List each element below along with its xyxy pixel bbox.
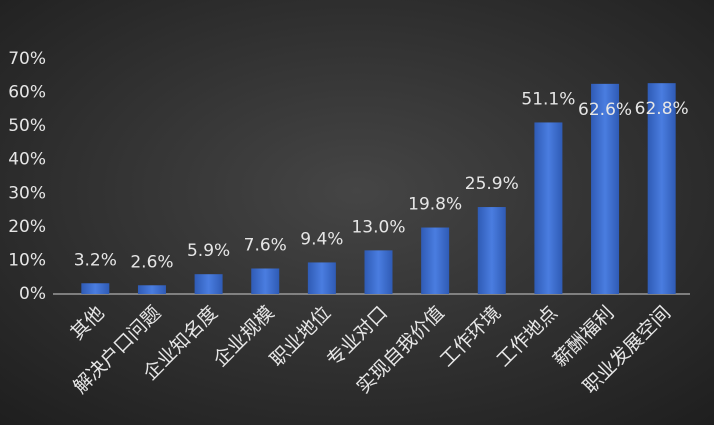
y-tick-label: 50%: [8, 116, 46, 136]
bar: [251, 268, 280, 294]
bar: [421, 227, 450, 294]
y-tick-label: 20%: [8, 217, 46, 237]
y-tick-label: 40%: [8, 150, 46, 170]
bar: [591, 83, 620, 294]
y-tick-label: 30%: [8, 183, 46, 203]
data-label: 5.9%: [187, 241, 230, 261]
y-tick-label: 10%: [8, 250, 46, 270]
data-label: 7.6%: [244, 235, 287, 255]
data-label: 9.4%: [300, 229, 343, 249]
y-tick-label: 0%: [19, 284, 46, 304]
y-tick-label: 60%: [8, 83, 46, 103]
data-label: 62.6%: [578, 100, 632, 120]
data-label: 25.9%: [465, 174, 519, 194]
bar: [307, 262, 336, 294]
y-tick-label: 70%: [8, 49, 46, 69]
bar: [81, 283, 110, 294]
data-label: 13.0%: [351, 217, 405, 237]
data-label: 2.6%: [130, 252, 173, 272]
data-label: 62.8%: [635, 99, 689, 119]
data-label: 3.2%: [74, 250, 117, 270]
bar: [137, 285, 166, 294]
bar: [647, 83, 676, 295]
bar: [194, 274, 223, 294]
bar: [477, 207, 506, 294]
bar: [364, 250, 393, 294]
data-label: 19.8%: [408, 195, 462, 215]
data-label: 51.1%: [521, 89, 575, 109]
bar: [534, 122, 563, 294]
